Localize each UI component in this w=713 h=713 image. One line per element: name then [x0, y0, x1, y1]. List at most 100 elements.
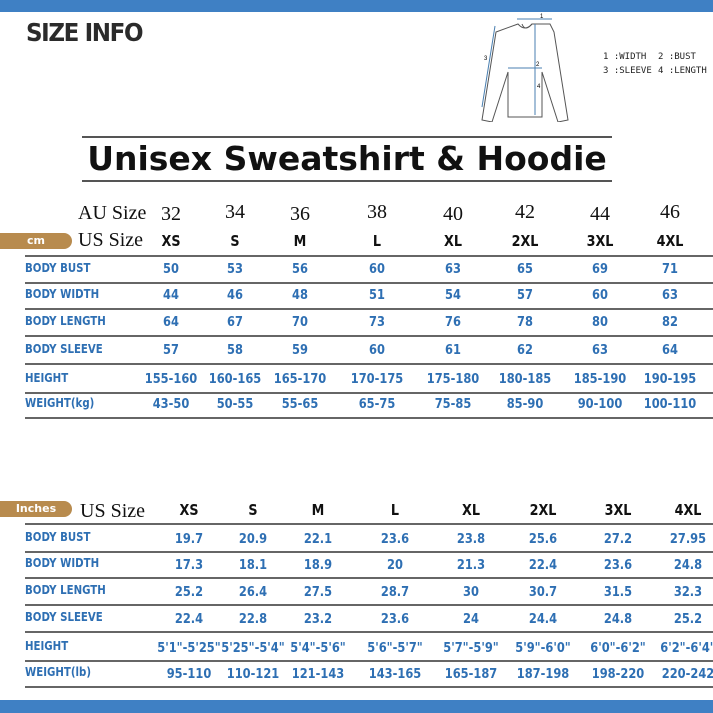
- bottom-bar: [0, 700, 713, 713]
- row-label: BODY WIDTH: [25, 287, 100, 301]
- us-size: XL: [444, 232, 462, 250]
- legend-bust: 2 :BUST: [658, 52, 696, 62]
- table-cell: 30.7: [528, 585, 558, 600]
- table-cell: 63: [445, 262, 461, 277]
- table-cell: 85-90: [506, 397, 544, 412]
- us-size: M: [293, 232, 307, 250]
- table-cell: 100-110: [643, 397, 697, 412]
- diagram-mark-1: 1: [540, 14, 544, 20]
- table-cell: 58: [227, 343, 243, 358]
- table-cell: 27.95: [669, 532, 707, 547]
- table-cell: 31.5: [603, 585, 633, 600]
- table-cell: 60: [369, 343, 385, 358]
- table-cell: 22.4: [174, 612, 204, 627]
- table-cell: 190-195: [643, 372, 697, 387]
- table-cell: 24.8: [673, 558, 703, 573]
- table-cell: 198-220: [591, 667, 645, 682]
- divider: [25, 363, 713, 365]
- us-size: 4XL: [674, 501, 702, 519]
- table-cell: 5'6"-5'7": [367, 641, 423, 656]
- table-cell: 20.9: [238, 532, 268, 547]
- legend-width: 1 :WIDTH: [603, 52, 647, 62]
- us-size: S: [248, 501, 258, 519]
- table-cell: 22.8: [238, 612, 268, 627]
- table-cell: 80: [592, 315, 608, 330]
- us-size: 3XL: [586, 232, 614, 250]
- table-cell: 50: [163, 262, 179, 277]
- us-size: 4XL: [656, 232, 684, 250]
- diagram-mark-4: 4: [537, 84, 541, 90]
- table-cell: 155-160: [144, 372, 198, 387]
- table-cell: 90-100: [577, 397, 623, 412]
- divider: [25, 660, 713, 662]
- divider: [25, 604, 713, 606]
- table-cell: 65-75: [358, 397, 396, 412]
- table-cell: 5'7"-5'9": [443, 641, 499, 656]
- table-cell: 57: [517, 288, 533, 303]
- us-size: M: [311, 501, 325, 519]
- table-cell: 43-50: [152, 397, 190, 412]
- table-cell: 70: [292, 315, 308, 330]
- table-cell: 26.4: [238, 585, 268, 600]
- table-cell: 54: [445, 288, 461, 303]
- divider: [25, 255, 713, 257]
- table-cell: 5'9"-6'0": [515, 641, 571, 656]
- table-cell: 67: [227, 315, 243, 330]
- divider: [25, 523, 713, 525]
- table-cell: 5'1"-5'25": [157, 641, 221, 656]
- row-label: BODY LENGTH: [25, 583, 106, 597]
- table-cell: 46: [227, 288, 243, 303]
- au-size: 46: [660, 201, 680, 223]
- table-cell: 24: [463, 612, 479, 627]
- product-heading: Unisex Sweatshirt & Hoodie: [82, 136, 612, 182]
- table-cell: 61: [445, 343, 461, 358]
- table-cell: 24.4: [528, 612, 558, 627]
- table-cell: 56: [292, 262, 308, 277]
- au-size: 42: [515, 201, 535, 223]
- table-cell: 165-187: [444, 667, 498, 682]
- us-size: XS: [161, 232, 181, 250]
- divider: [25, 308, 713, 310]
- table-cell: 27.5: [303, 585, 333, 600]
- table-cell: 19.7: [174, 532, 204, 547]
- table-cell: 22.1: [303, 532, 333, 547]
- unit-badge-cm: cm: [0, 233, 72, 249]
- table-cell: 25.6: [528, 532, 558, 547]
- divider: [25, 417, 713, 419]
- row-label: BODY LENGTH: [25, 314, 106, 328]
- table-cell: 32.3: [673, 585, 703, 600]
- table-cell: 21.3: [456, 558, 486, 573]
- table-cell: 59: [292, 343, 308, 358]
- row-label: BODY SLEEVE: [25, 610, 103, 624]
- table-cell: 23.6: [380, 532, 410, 547]
- row-label: HEIGHT: [25, 639, 69, 653]
- table-cell: 27.2: [603, 532, 633, 547]
- table-cell: 143-165: [368, 667, 422, 682]
- divider: [25, 577, 713, 579]
- us-size: 3XL: [604, 501, 632, 519]
- table-cell: 17.3: [174, 558, 204, 573]
- us-size: 2XL: [529, 501, 557, 519]
- table-cell: 5'4"-5'6": [290, 641, 346, 656]
- us-size: 2XL: [511, 232, 539, 250]
- table-cell: 185-190: [573, 372, 627, 387]
- diagram-mark-2: 2: [536, 62, 540, 68]
- table-cell: 50-55: [216, 397, 254, 412]
- us-size: L: [372, 232, 382, 250]
- table-cell: 44: [163, 288, 179, 303]
- table-cell: 69: [592, 262, 608, 277]
- table-cell: 60: [592, 288, 608, 303]
- table-cell: 6'2"-6'4": [660, 641, 713, 656]
- table-cell: 23.8: [456, 532, 486, 547]
- table-cell: 175-180: [426, 372, 480, 387]
- table-cell: 22.4: [528, 558, 558, 573]
- table-cell: 220-242: [661, 667, 713, 682]
- legend-sleeve: 3 :SLEEVE: [603, 66, 652, 76]
- row-label: BODY WIDTH: [25, 556, 100, 570]
- table-cell: 60: [369, 262, 385, 277]
- table-cell: 160-165: [208, 372, 262, 387]
- table-cell: 78: [517, 315, 533, 330]
- us-size: L: [390, 501, 400, 519]
- divider: [25, 686, 713, 688]
